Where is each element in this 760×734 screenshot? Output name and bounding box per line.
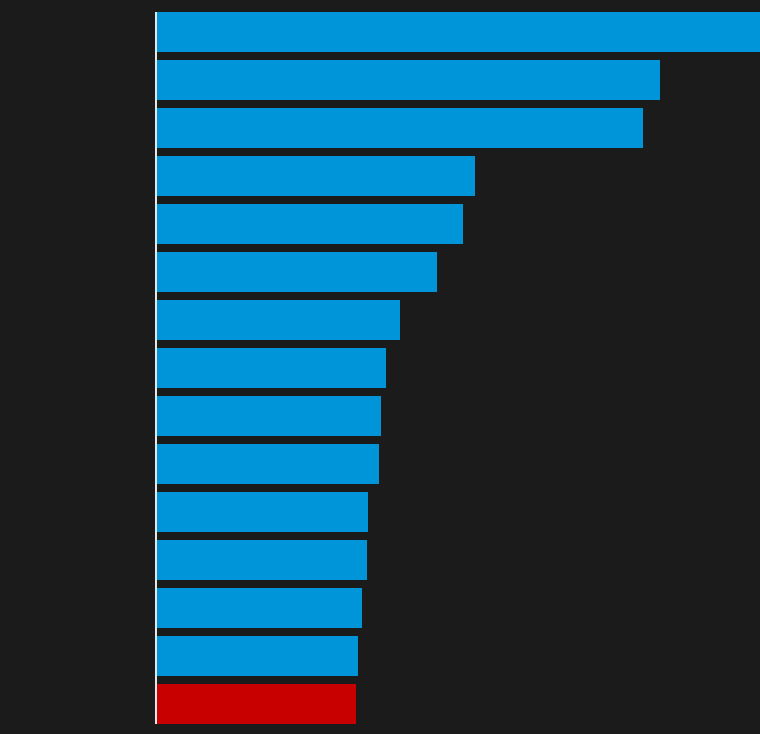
bar [157, 12, 760, 52]
bar [157, 492, 368, 532]
bar [157, 684, 356, 724]
bar [157, 588, 362, 628]
bar [157, 108, 643, 148]
bar [157, 348, 386, 388]
bar [157, 396, 381, 436]
bar [157, 60, 660, 100]
bar [157, 204, 463, 244]
bar [157, 540, 367, 580]
bar [157, 252, 437, 292]
bar [157, 156, 475, 196]
bar [157, 444, 379, 484]
bar [157, 300, 400, 340]
bar [157, 636, 358, 676]
